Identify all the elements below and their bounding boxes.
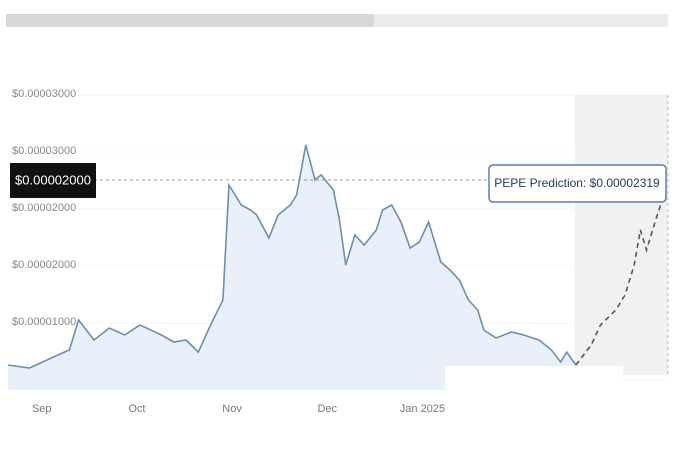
y-tick-label: $0.00003000	[12, 88, 76, 100]
prediction-line	[575, 191, 666, 366]
crosshair-box	[10, 163, 96, 198]
y-tick-label: $0.00001000	[12, 316, 76, 328]
x-tick-label: Sep	[32, 403, 52, 415]
scroll-track	[374, 14, 668, 27]
area	[8, 145, 576, 390]
scroll-bar	[6, 14, 374, 27]
occluder	[445, 366, 623, 422]
annotation: PEPE Prediction: $0.00002319	[494, 176, 660, 190]
grid: $0.00001000$0.00001000$0.00002000$0.0000…	[10, 88, 668, 415]
y-tick-label: $0.00003000	[12, 145, 76, 157]
plot	[7, 144, 666, 390]
y-tick-label: $0.00002000	[12, 259, 76, 271]
x-tick-label: Nov	[222, 403, 242, 415]
x-tick-label: Dec	[317, 403, 337, 415]
x-tick-label: Jan 2025	[400, 403, 445, 415]
crosshair-label: $0.00002000	[15, 172, 91, 187]
annotation-box	[488, 164, 667, 203]
prediction-region	[575, 95, 668, 375]
y-tick-label: $0.00002000	[12, 202, 76, 214]
price-line	[7, 144, 577, 369]
x-tick-label: Oct	[128, 403, 145, 415]
